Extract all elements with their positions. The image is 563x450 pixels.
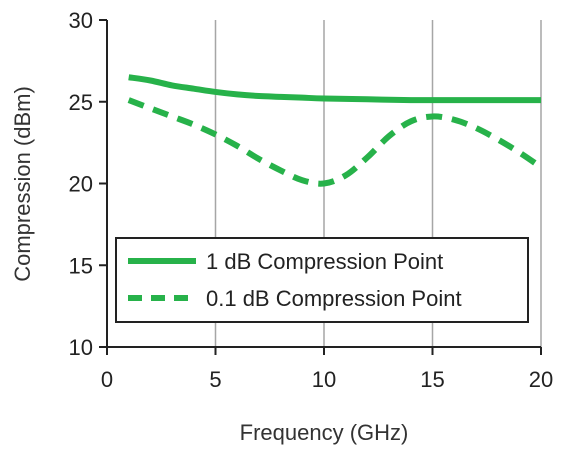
- y-tick-label-15: 15: [69, 253, 93, 278]
- legend-label-01db: 0.1 dB Compression Point: [206, 286, 462, 311]
- legend: 1 dB Compression Point 0.1 dB Compressio…: [115, 237, 529, 323]
- x-tick-labels: 0 5 10 15 20: [101, 367, 553, 392]
- series-line-1db-compression: [128, 74, 541, 104]
- legend-label-1db: 1 dB Compression Point: [206, 249, 443, 274]
- x-tick-label-20: 20: [529, 367, 553, 392]
- y-tick-label-25: 25: [69, 90, 93, 115]
- x-tick-label-0: 0: [101, 367, 113, 392]
- legend-box: [115, 237, 529, 323]
- y-tick-label-10: 10: [69, 335, 93, 360]
- y-tick-label-30: 30: [69, 8, 93, 33]
- series-lines: [127, 74, 543, 187]
- y-axis-title: Compression (dBm): [10, 86, 35, 282]
- x-axis-title: Frequency (GHz): [240, 420, 409, 445]
- y-tick-labels: 10 15 20 25 30: [69, 8, 93, 360]
- y-tick-label-20: 20: [69, 172, 93, 197]
- axes: [99, 19, 542, 355]
- x-tick-label-10: 10: [312, 367, 336, 392]
- x-tick-label-15: 15: [420, 367, 444, 392]
- x-tick-label-5: 5: [209, 367, 221, 392]
